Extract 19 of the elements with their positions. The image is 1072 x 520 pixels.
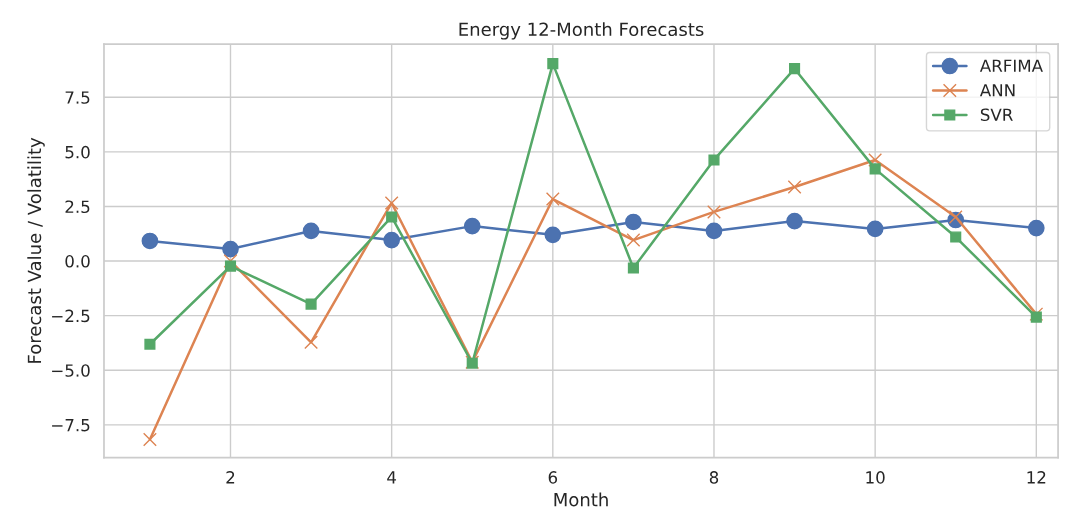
y-tick-label: 2.5 bbox=[65, 200, 90, 214]
y-tick-label: −5.0 bbox=[52, 364, 90, 377]
x-tick-label: 10 bbox=[866, 471, 885, 484]
legend-label: SVR bbox=[980, 108, 1013, 122]
y-axis-title: Forecast Value / Volatility bbox=[27, 137, 45, 363]
x-tick-label: 8 bbox=[709, 471, 719, 484]
chart-title: Energy 12-Month Forecasts bbox=[459, 22, 704, 40]
y-tick-label: 7.5 bbox=[65, 91, 90, 104]
y-tick-label: 0.0 bbox=[65, 255, 90, 268]
x-axis-title: Month bbox=[554, 492, 608, 507]
y-tick-label: −7.5 bbox=[52, 419, 90, 432]
y-tick-label: 5.0 bbox=[65, 145, 90, 159]
legend-label: ARFIMA bbox=[979, 59, 1043, 72]
x-tick-label: 12 bbox=[1027, 471, 1046, 484]
y-tick-label: −2.5 bbox=[52, 309, 90, 323]
x-tick-label: 4 bbox=[387, 471, 397, 484]
x-tick-label: 6 bbox=[548, 471, 558, 484]
x-tick-label: 2 bbox=[226, 471, 235, 484]
legend-label: ANN bbox=[979, 84, 1015, 97]
